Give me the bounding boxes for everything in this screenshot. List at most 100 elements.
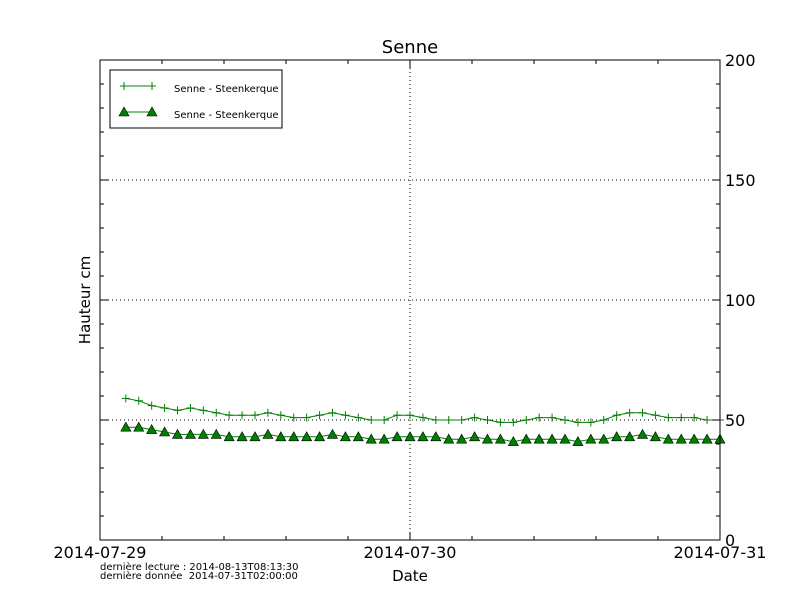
data-point: [431, 416, 440, 424]
series-layer: [120, 394, 726, 446]
data-point: [417, 431, 429, 442]
data-point: [210, 428, 222, 439]
data-point: [443, 433, 455, 444]
x-tick-label: 2014-07-29: [54, 543, 147, 562]
data-point: [326, 428, 339, 439]
data-point: [121, 394, 130, 403]
data-point: [314, 431, 326, 442]
y-tick-label: 100: [725, 291, 756, 310]
data-point: [470, 413, 479, 422]
data-point: [289, 413, 298, 422]
data-point: [625, 408, 634, 417]
data-point: [598, 433, 610, 444]
data-point: [522, 416, 531, 424]
data-point: [675, 433, 687, 444]
data-point: [651, 411, 660, 420]
data-point: [120, 421, 132, 432]
y-tick-label: 200: [725, 51, 756, 70]
data-point: [520, 433, 532, 444]
data-point: [546, 433, 558, 444]
data-point: [186, 404, 195, 412]
data-point: [262, 428, 274, 439]
y-tick-label: 50: [725, 411, 745, 430]
ticks: 0 50 100 150 200 2014-07-29 2014-07-30 2014-07-…: [54, 51, 767, 562]
data-point: [483, 416, 492, 424]
legend-label-1: Senne - Steenkerque: [174, 84, 279, 95]
data-point: [199, 406, 208, 415]
data-point: [184, 428, 196, 439]
data-point: [249, 431, 261, 442]
data-point: [275, 431, 287, 442]
data-point: [585, 433, 597, 444]
data-point: [561, 416, 569, 424]
data-point: [212, 408, 221, 417]
data-point: [251, 411, 259, 420]
data-point: [496, 418, 505, 427]
data-point: [599, 416, 608, 424]
y-axis-label: Hauteur cm: [76, 256, 94, 344]
data-point: [315, 411, 324, 420]
data-point: [649, 431, 661, 442]
data-point: [535, 413, 544, 422]
legend-marker: [118, 106, 130, 117]
data-point: [288, 431, 300, 442]
data-point: [664, 413, 673, 422]
data-point: [406, 411, 414, 420]
data-point: [688, 433, 700, 444]
data-point: [223, 431, 235, 442]
data-point: [378, 433, 390, 444]
data-point: [354, 413, 363, 422]
legend: Senne - Steenkerque Senne - Steenkerque: [109, 69, 283, 129]
data-point: [339, 431, 351, 442]
data-point: [302, 413, 311, 422]
data-point: [367, 416, 376, 424]
data-point: [236, 431, 248, 442]
grid: [100, 60, 720, 540]
data-point: [457, 416, 466, 424]
data-point: [677, 413, 686, 422]
data-point: [662, 433, 674, 444]
legend-marker: [148, 82, 156, 90]
data-point: [456, 433, 468, 444]
data-point: [703, 416, 712, 424]
legend-label-2: Senne - Steenkerque: [174, 110, 279, 121]
data-point: [276, 411, 285, 420]
data-point: [238, 411, 247, 420]
legend-box: [109, 69, 283, 129]
data-point: [147, 401, 156, 410]
data-point: [365, 433, 377, 444]
data-point: [430, 431, 442, 442]
chart-title: Senne: [382, 37, 438, 58]
data-point: [301, 431, 313, 442]
data-point: [391, 431, 403, 442]
data-point: [380, 416, 389, 424]
legend-marker: [120, 82, 128, 90]
data-point: [444, 416, 453, 424]
data-point: [328, 408, 337, 417]
data-point: [638, 408, 647, 417]
data-point: [173, 406, 182, 415]
data-point: [134, 396, 143, 405]
data-point: [352, 431, 364, 442]
data-point: [690, 413, 699, 422]
data-point: [133, 421, 145, 432]
x-tick-label: 2014-07-30: [364, 543, 457, 562]
data-point: [559, 433, 571, 444]
footer-last-read: dernière lecture : 2014-08-13T08:13:30: [100, 561, 299, 573]
data-point: [341, 411, 350, 420]
data-point: [548, 413, 557, 422]
data-point: [469, 431, 481, 442]
data-point: [494, 433, 506, 444]
legend-marker: [146, 106, 158, 117]
data-point: [507, 435, 519, 446]
data-point: [393, 411, 402, 420]
data-point: [612, 411, 621, 420]
data-point: [418, 413, 427, 422]
data-point: [572, 435, 584, 446]
data-point: [509, 418, 518, 427]
data-point: [171, 428, 184, 439]
data-point: [701, 433, 713, 444]
data-point: [146, 423, 158, 434]
data-point: [636, 428, 649, 439]
